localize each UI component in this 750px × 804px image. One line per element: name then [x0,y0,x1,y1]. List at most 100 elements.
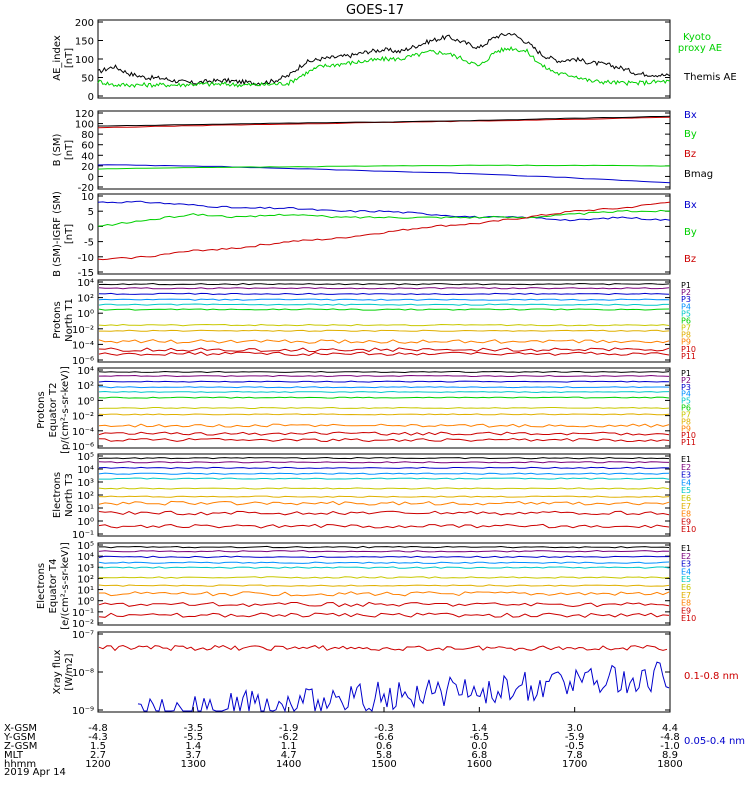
legend-channel-e6: E6 [681,494,691,503]
x-cell-value: 0.6 [376,741,392,752]
legend-bigrf-bx: Bx [684,200,697,211]
ylabel-p-t2-line3: [p/(cm²-s-sr-keV)] [60,366,71,454]
channel-line-p7 [98,406,670,410]
channel-line-p1 [98,370,670,374]
y-tick-label: 0 [88,172,94,183]
channel-line-p8 [99,329,670,332]
channel-line-e4 [98,472,670,475]
ylabel-xray-line2: [W/m2] [64,653,75,690]
y-tick-label: 10¹ [77,586,94,597]
plot-lines [97,32,671,713]
y-tick-label: 10⁻² [72,412,94,423]
channel-line-p2 [98,287,670,290]
ylabel-e-t3: Electrons North T3 [52,472,75,518]
ylabel-ae-line1: AE_index [52,35,63,81]
y-tick-label: -5 [84,238,94,249]
x-row-label: hhmm [4,759,36,770]
channel-line-e7 [98,495,670,498]
y-tick-label: 10⁴ [77,465,94,476]
y-tick-label: 10¹ [77,504,94,515]
legend-bsm-bx: Bx [684,110,697,121]
legend-channel-p3: P3 [681,295,691,304]
y-tick-label: 10² [77,381,94,392]
legend-channel-e6: E6 [681,583,691,592]
ylabel-p-t1-line1: Protons [52,301,63,338]
series-line-xray-long [98,644,668,652]
channel-line-p2 [98,374,670,378]
x-cell-value: -5.5 [184,732,204,743]
y-tick-label: 10⁵ [77,541,94,552]
x-cell-value: -0.5 [565,741,585,752]
legend-bigrf: Bx By Bz [684,200,697,265]
channel-line-e3 [98,555,669,559]
x-cell-value: 1800 [657,759,682,770]
x-cell-value: 1700 [562,759,587,770]
x-cell-value: 3.7 [185,750,201,761]
channel-line-p3 [98,292,670,296]
channel-line-e9 [98,510,670,516]
legend-channel-e9: E9 [681,606,691,615]
ylabel-bsm-line1: B (SM) [52,133,63,166]
legend-channel-p2: P2 [681,288,691,297]
legend-bsm-bz: Bz [684,149,696,160]
x-cell-value: 0.0 [471,741,487,752]
y-tick-label: -10 [78,253,94,264]
channel-line-e1 [99,545,670,549]
y-tick-label: 10⁻⁴ [72,427,94,438]
legend-channel-p1: P1 [681,281,691,290]
y-tick-label: 20 [81,162,94,173]
ylabel-bsm-line2: [nT] [64,140,75,160]
y-tick-label: 10⁻² [72,619,94,630]
legend-channel-e2: E2 [681,463,691,472]
y-tick-label: 100 [75,55,94,66]
y-tick-label: 10⁰ [77,396,94,407]
ylabel-p-t1-line2: North T1 [64,298,75,342]
x-cell-value: -1.0 [660,741,680,752]
legend-channel-p8: P8 [681,331,691,340]
x-cell-value: 4.7 [281,750,297,761]
y-tick-label: 5 [88,207,94,218]
x-cell-value: -6.2 [279,732,299,743]
y-tick-label: 50 [81,74,94,85]
y-tick-label: 10⁻⁹ [72,706,94,717]
channel-line-p4 [98,298,670,301]
x-cell-value: -6.5 [470,732,490,743]
y-tick-label: 10² [77,294,94,305]
ylabel-xray-line1: Xray flux [52,650,63,695]
channel-line-e6 [98,576,670,579]
panel-bigrf-frame [97,193,671,275]
ylabel-e-t4-line2: Equator T4 [48,559,59,614]
series-line-bx [97,164,671,184]
y-tick-label: 10² [77,574,94,585]
y-tick-label: 10 [81,192,94,203]
legend-channel-p7: P7 [681,324,691,333]
legend-channel-e4: E4 [681,478,691,487]
y-tick-label: -15 [78,268,94,279]
channel-line-e5 [98,566,670,569]
legend-channel-e1: E1 [681,544,691,553]
y-tick-label: -20 [78,183,94,194]
legend-channel-p11: P11 [681,438,696,447]
x-cell-value: -1.9 [279,723,299,734]
y-tick-label: 40 [81,151,94,162]
legend-channel-p4: P4 [681,390,691,399]
channel-line-p11 [98,437,670,443]
x-cell-value: -4.3 [88,732,108,743]
chart-title: GOES-17 [346,3,404,18]
ylabel-e-t4-line3: [e/(cm²-s-sr-keV)] [60,542,71,630]
legend-channel-p10: P10 [681,345,696,354]
x-cell-value: 8.9 [662,750,678,761]
legend-channel-p8: P8 [681,417,691,426]
channel-line-p6 [98,396,670,399]
ylabel-bigrf-line2: [nT] [64,224,75,244]
y-tick-label: 10⁴ [77,278,94,289]
ylabel-xray: Xray flux [W/m2] [52,650,75,695]
y-tick-label: 100 [75,120,94,131]
legend-bsm: Bx By Bz Bmag [684,110,713,180]
x-cell-value: 5.8 [376,750,392,761]
y-tick-label: 10⁻¹ [72,530,94,541]
channel-line-e6 [98,487,670,490]
x-cell-value: -0.3 [374,723,394,734]
